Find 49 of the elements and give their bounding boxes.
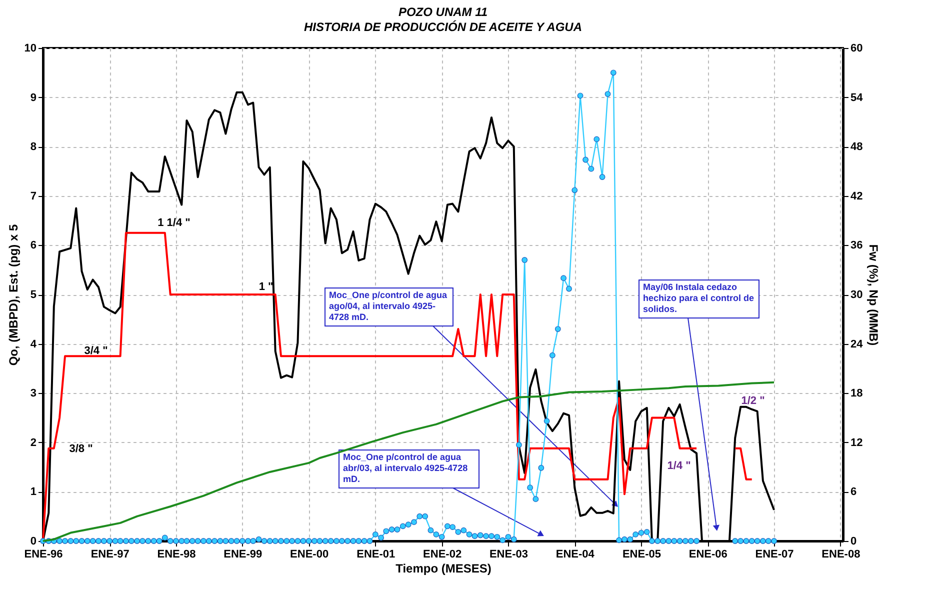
y-tick-label: 6 [30,240,36,252]
x-tick-label: ENE-97 [90,548,130,560]
y-tick-label: 7 [30,190,36,202]
y-tick-label: 8 [30,141,36,154]
annotation: 1/2 " [741,395,765,407]
x-tick-label: ENE-06 [688,548,728,560]
y-tick-label: 9 [30,92,36,104]
x-tick-label: ENE-05 [622,548,661,560]
y-tick-label: 10 [24,42,36,54]
y-tick-label: 5 [30,289,36,301]
x-axis-title: Tiempo (MESES) [396,562,492,576]
annotation: May/06 Instala cedazo hechizo para el control de solidos. [643,282,754,314]
annotation: 1/4 " [667,460,691,472]
x-tick-label: ENE-08 [822,548,860,560]
y2-tick-label: 6 [850,486,857,498]
y-tick-label: 3 [30,388,36,400]
y2-tick-label: 24 [850,338,864,350]
y-tick-label: 4 [30,338,38,350]
annotation: 1 1/4 " [158,217,190,229]
y2-tick-label: 0 [850,536,857,548]
y2-tick-label: 42 [850,190,863,202]
x-tick-label: ENE-00 [290,548,329,560]
y-tick-label: 1 [30,486,36,498]
y2-tick-label: 12 [850,436,863,449]
x-tick-label: ENE-03 [489,548,528,560]
annotation: Moc_One p/control de agua abr/03, al intervalo 4925-4728 mD. [343,452,468,484]
x-tick-label: ENE-96 [24,548,63,560]
y2-tick-label: 30 [850,289,863,301]
y-axis-title: Qo, (MBPD), Est. (pg) x 5 [6,224,20,366]
y-tick-label: 0 [30,536,36,548]
annotation: Moc_One p/control de agua ago/04, al intervalo 4925-4728 mD. [329,290,448,322]
y-tick-label: 2 [30,436,36,449]
x-tick-label: ENE-07 [755,548,794,560]
chart-subtitle: HISTORIA DE PRODUCCIÓN DE ACEITE Y AGUA [304,20,582,34]
y2-tick-label: 60 [850,42,863,54]
y2-tick-label: 54 [850,92,864,104]
chart-title: POZO UNAM 11 [398,5,488,19]
x-tick-label: ENE-99 [224,548,262,560]
y2-tick-label: 18 [850,388,863,400]
y2-tick-label: 36 [850,240,863,252]
y2-axis-title: Fw (%), Np (MMB) [866,244,881,346]
x-tick-label: ENE-04 [556,548,596,560]
x-tick-label: ENE-98 [157,548,196,560]
y2-tick-label: 48 [850,141,863,154]
x-tick-label: ENE-02 [423,548,462,560]
annotation: 3/8 " [69,443,93,455]
x-tick-label: ENE-01 [356,548,396,560]
annotation: 3/4 " [84,345,108,357]
annotation: 1 " [258,281,274,293]
